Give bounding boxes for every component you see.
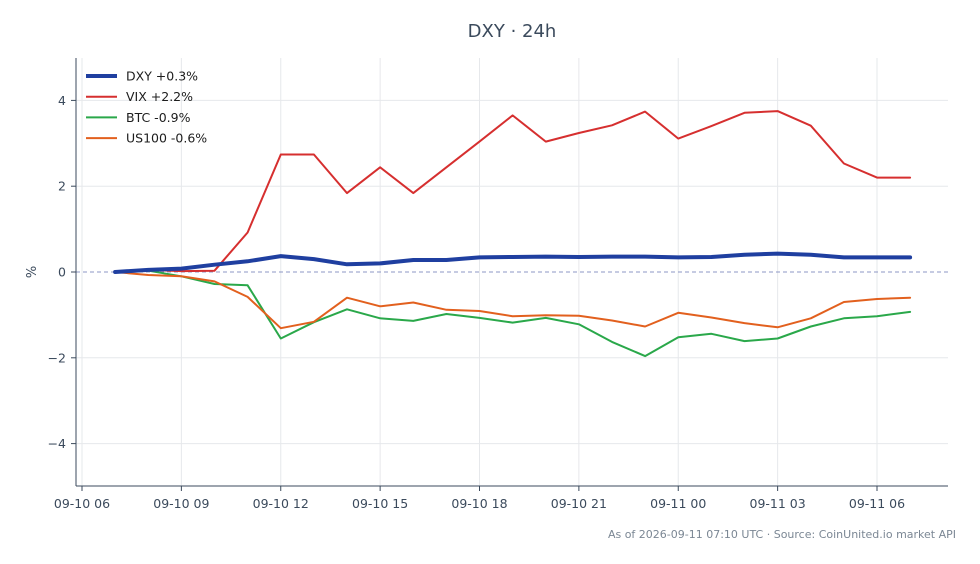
x-tick-label: 09-10 18 — [451, 496, 507, 511]
x-tick-label: 09-10 12 — [253, 496, 309, 511]
series-line-vix — [114, 110, 912, 273]
chart-title: DXY · 24h — [468, 21, 557, 42]
legend-label: DXY +0.3% — [126, 69, 198, 84]
series-layer — [113, 110, 913, 358]
x-tick-label: 09-11 00 — [650, 496, 706, 511]
y-tick-label: 2 — [58, 179, 66, 194]
axes-layer: 09-10 06 09-10 09 09-10 12 09-10 15 09-10 18… — [48, 58, 948, 511]
legend: DXY +0.3% VIX +2.2% BTC -0.9% US100 -0.6% — [86, 69, 207, 146]
series-line-us100 — [114, 271, 912, 330]
y-tick-label: 4 — [58, 93, 66, 108]
y-tick-label: 0 — [58, 265, 66, 280]
x-tick-label: 09-10 15 — [352, 496, 408, 511]
x-tick-label: 09-11 06 — [849, 496, 905, 511]
x-tick-label: 09-10 21 — [551, 496, 607, 511]
series-line-btc — [114, 269, 912, 358]
y-axis-label: % — [25, 266, 40, 278]
series-line-dxy — [113, 251, 913, 274]
x-tick-label: 09-10 09 — [153, 496, 209, 511]
x-tick-label: 09-11 03 — [750, 496, 806, 511]
grid-layer — [76, 58, 948, 486]
x-tick-label: 09-10 06 — [54, 496, 110, 511]
footer-source: As of 2026-09-11 07:10 UTC · Source: Coi… — [608, 528, 956, 541]
legend-label: US100 -0.6% — [126, 131, 207, 146]
legend-label: VIX +2.2% — [126, 89, 193, 104]
y-tick-label: −4 — [48, 436, 66, 451]
legend-label: BTC -0.9% — [126, 110, 191, 125]
y-tick-label: −2 — [48, 350, 66, 365]
